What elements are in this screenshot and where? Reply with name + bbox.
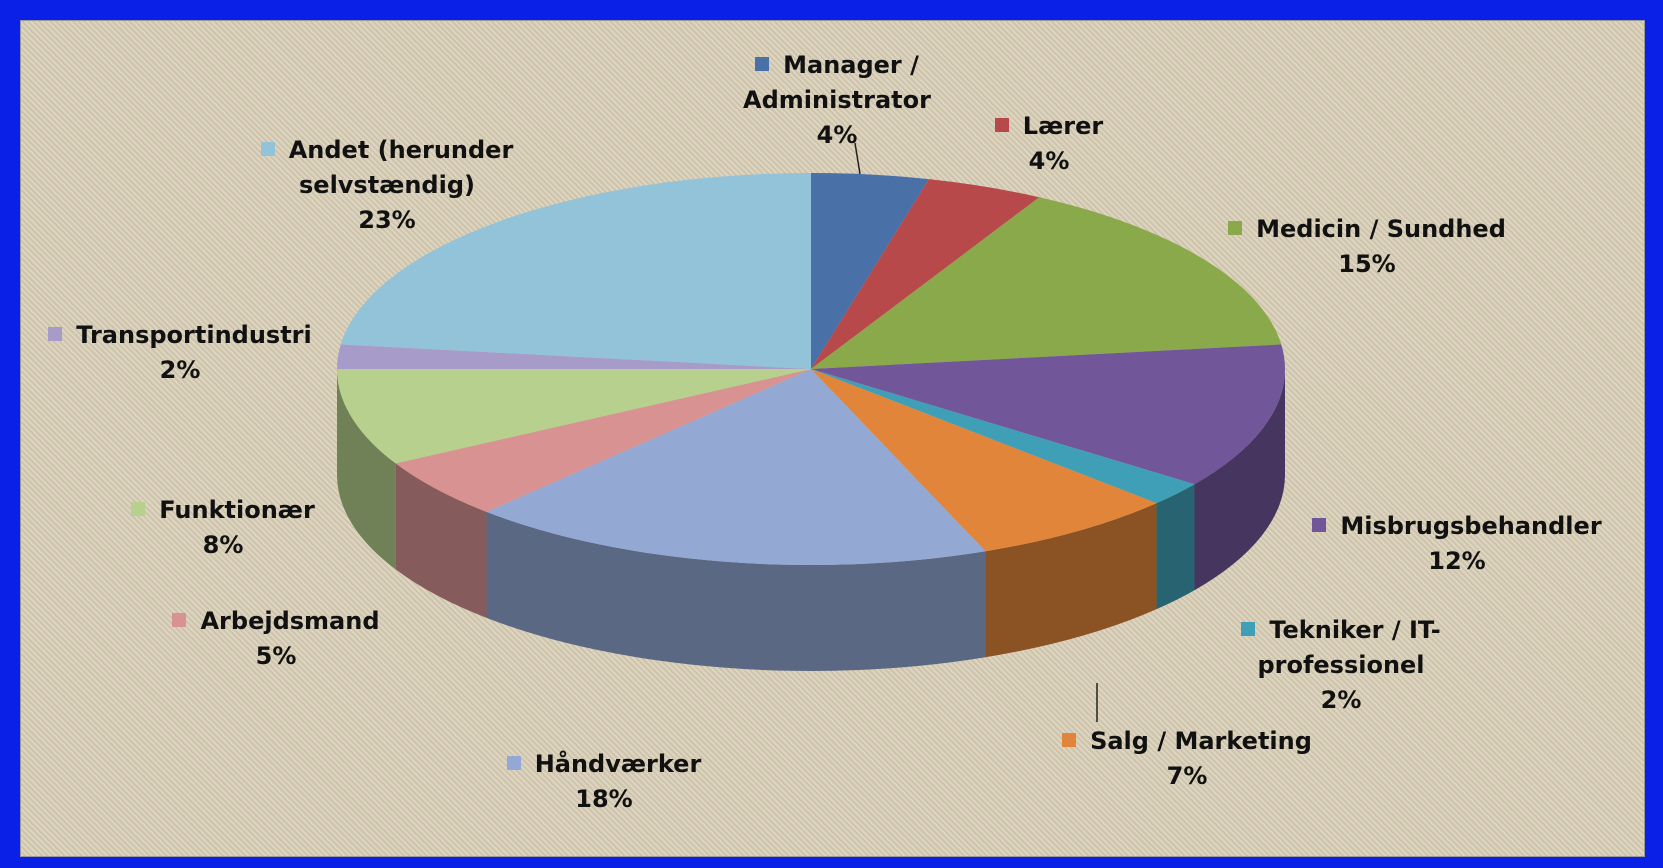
data-label: Håndværker 18%: [469, 747, 739, 817]
category-label: Tekniker / IT-professionel: [1257, 616, 1441, 679]
legend-swatch: [755, 57, 770, 71]
data-label: Tekniker / IT-professionel 2%: [1226, 613, 1456, 718]
data-label: Arbejdsmand 5%: [146, 604, 406, 674]
legend-swatch: [48, 327, 63, 341]
value-label: 4%: [816, 121, 858, 149]
category-label: Misbrugsbehandler: [1340, 512, 1602, 540]
slice: [811, 173, 929, 369]
slice-side: [337, 369, 396, 570]
value-label: 2%: [159, 356, 201, 384]
legend-swatch: [1228, 221, 1243, 235]
slice-side: [1194, 369, 1285, 591]
data-label: Manager / Administrator 4%: [732, 48, 942, 153]
data-label: Transportindustri 2%: [30, 318, 330, 388]
legend-swatch: [1241, 622, 1256, 636]
data-label: Funktionær 8%: [103, 493, 343, 563]
slice: [337, 369, 811, 464]
data-label: Andet (herunder selvstændig) 23%: [252, 133, 522, 238]
slice: [340, 173, 811, 369]
value-label: 23%: [358, 206, 416, 234]
data-label: Medicin / Sundhed 15%: [1202, 212, 1532, 282]
leader-line: [854, 142, 861, 175]
data-label: Salg / Marketing 7%: [1032, 724, 1342, 794]
slice: [337, 344, 811, 369]
slice-side: [1156, 484, 1195, 610]
category-label: Arbejdsmand: [200, 607, 380, 635]
category-label: Manager / Administrator: [743, 51, 931, 114]
category-label: Transportindustri: [76, 321, 312, 349]
category-label: Andet (herunder selvstændig): [288, 136, 514, 199]
legend-swatch: [260, 142, 275, 156]
slice: [811, 369, 1195, 504]
legend-swatch: [172, 613, 187, 627]
slice: [486, 369, 986, 565]
value-label: 4%: [1028, 147, 1070, 175]
category-label: Lærer: [1022, 112, 1104, 140]
data-label: Misbrugsbehandler 12%: [1287, 509, 1627, 579]
category-label: Håndværker: [534, 750, 702, 778]
value-label: 2%: [1320, 686, 1362, 714]
data-label: Lærer 4%: [964, 109, 1134, 179]
slice-side: [395, 463, 487, 618]
legend-swatch: [994, 118, 1009, 132]
slice: [395, 369, 811, 512]
slice: [811, 197, 1282, 369]
slice-side: [985, 503, 1157, 658]
category-label: Medicin / Sundhed: [1256, 215, 1506, 243]
value-label: 15%: [1338, 250, 1396, 278]
value-label: 8%: [202, 531, 244, 559]
category-label: Salg / Marketing: [1090, 727, 1312, 755]
slice: [811, 369, 1157, 552]
value-label: 7%: [1166, 762, 1208, 790]
legend-swatch: [1312, 518, 1327, 532]
slice-side: [486, 511, 986, 672]
legend-swatch: [131, 502, 146, 516]
category-label: Funktionær: [159, 496, 315, 524]
value-label: 12%: [1428, 547, 1486, 575]
legend-swatch: [1062, 733, 1077, 747]
value-label: 5%: [255, 642, 297, 670]
slice: [811, 179, 1040, 369]
legend-swatch: [506, 756, 521, 770]
slice: [811, 344, 1285, 485]
value-label: 18%: [575, 785, 633, 813]
